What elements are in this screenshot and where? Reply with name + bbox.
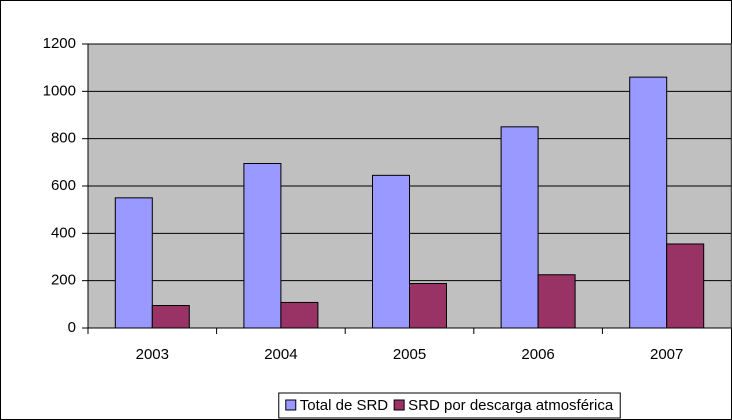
bar: [372, 174, 410, 329]
bar: [537, 274, 576, 329]
y-tick-label: 400: [51, 224, 76, 241]
legend-swatch: [393, 399, 405, 411]
bar: [280, 301, 319, 329]
y-tick-label: 800: [51, 130, 76, 147]
bar: [500, 126, 539, 329]
legend-swatch: [285, 399, 297, 411]
y-tick-label: 1000: [43, 82, 76, 99]
x-tick-label: 2007: [650, 346, 683, 363]
y-tick-label: 0: [68, 319, 76, 336]
x-tick-label: 2005: [393, 346, 426, 363]
y-tick-label: 200: [51, 272, 76, 289]
y-tick-label: 1200: [43, 35, 76, 52]
bar: [629, 76, 668, 329]
x-tick-label: 2006: [521, 346, 554, 363]
bar: [243, 163, 282, 329]
legend-label: SRD por descarga atmosférica: [408, 397, 614, 414]
bar: [151, 305, 190, 329]
y-tick-label: 600: [51, 177, 76, 194]
bar: [409, 283, 447, 329]
bar: [666, 243, 705, 329]
bar: [114, 197, 153, 329]
legend-box: [278, 392, 621, 419]
x-tick-label: 2004: [264, 346, 297, 363]
legend-label: Total de SRD: [300, 397, 389, 414]
x-tick-label: 2003: [136, 346, 169, 363]
